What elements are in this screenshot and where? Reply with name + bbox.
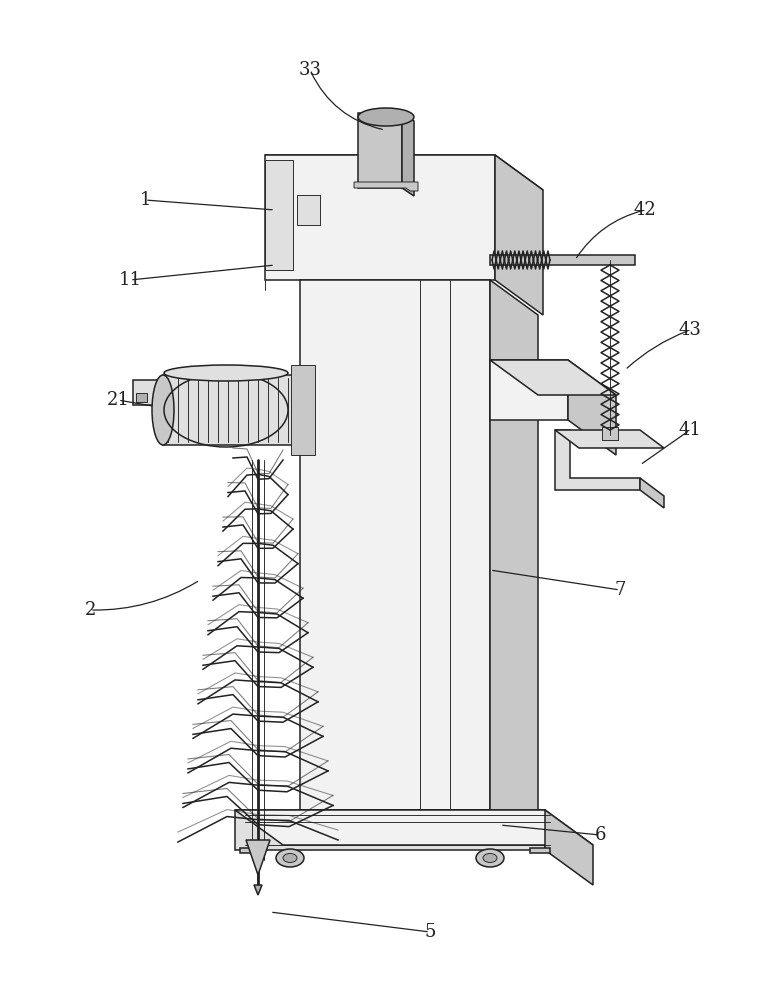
Polygon shape xyxy=(495,155,543,315)
Polygon shape xyxy=(254,885,262,895)
Polygon shape xyxy=(354,182,418,191)
Text: 1: 1 xyxy=(139,191,150,209)
Text: 2: 2 xyxy=(84,601,96,619)
Polygon shape xyxy=(235,810,545,850)
Text: 5: 5 xyxy=(424,923,435,941)
Text: 43: 43 xyxy=(679,321,701,339)
Polygon shape xyxy=(490,360,568,420)
Polygon shape xyxy=(265,155,543,190)
Polygon shape xyxy=(602,427,618,440)
Ellipse shape xyxy=(483,854,497,862)
Text: 41: 41 xyxy=(679,421,701,439)
Text: 33: 33 xyxy=(299,61,321,79)
Polygon shape xyxy=(568,360,616,455)
Polygon shape xyxy=(265,155,495,280)
Polygon shape xyxy=(246,840,270,875)
Text: 11: 11 xyxy=(119,271,141,289)
Polygon shape xyxy=(133,380,158,405)
Polygon shape xyxy=(136,393,147,402)
Ellipse shape xyxy=(276,849,304,867)
Polygon shape xyxy=(402,113,414,196)
Polygon shape xyxy=(297,195,320,225)
Ellipse shape xyxy=(358,108,414,126)
Ellipse shape xyxy=(152,375,174,445)
Ellipse shape xyxy=(164,365,288,381)
Polygon shape xyxy=(555,430,640,490)
Text: 21: 21 xyxy=(106,391,129,409)
Polygon shape xyxy=(291,365,315,455)
Polygon shape xyxy=(300,280,490,810)
Polygon shape xyxy=(490,280,538,845)
Polygon shape xyxy=(265,160,293,270)
Text: 6: 6 xyxy=(594,826,606,844)
Polygon shape xyxy=(235,810,593,845)
Ellipse shape xyxy=(476,849,504,867)
Polygon shape xyxy=(240,848,260,853)
Ellipse shape xyxy=(283,854,297,862)
Polygon shape xyxy=(163,375,298,445)
Polygon shape xyxy=(555,430,664,448)
Polygon shape xyxy=(490,360,616,395)
Text: 42: 42 xyxy=(634,201,657,219)
Polygon shape xyxy=(640,478,664,508)
Text: 7: 7 xyxy=(614,581,625,599)
Polygon shape xyxy=(358,113,402,188)
Polygon shape xyxy=(490,255,635,265)
Polygon shape xyxy=(530,848,550,853)
Polygon shape xyxy=(545,810,593,885)
